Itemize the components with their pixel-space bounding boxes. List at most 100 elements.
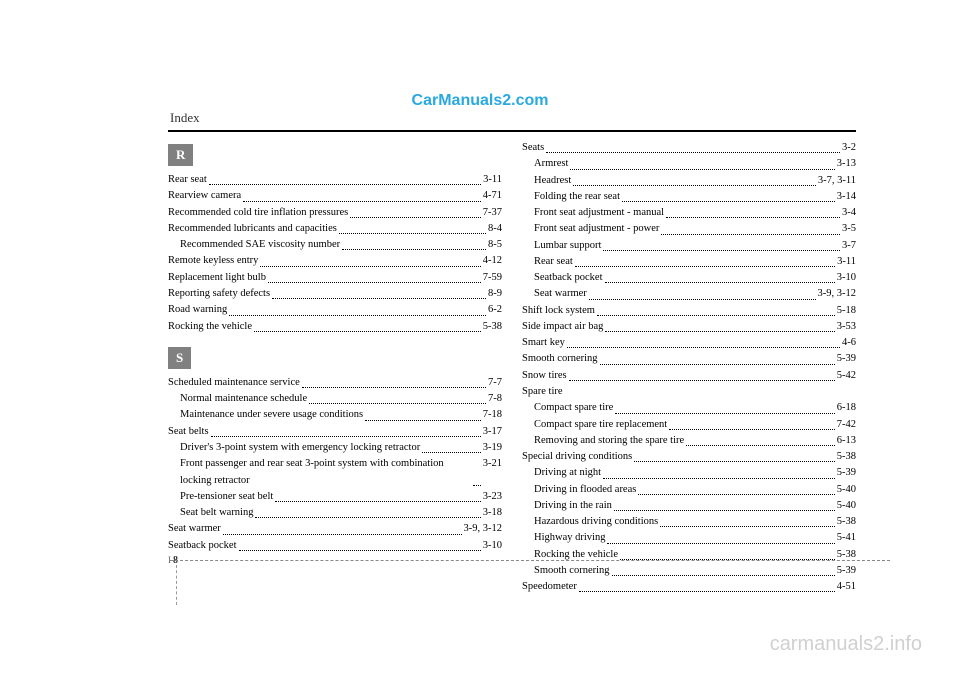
header-rule [168,130,856,132]
entry-dots [342,237,486,250]
index-entry: Spare tire [522,384,856,400]
index-entry: Smooth cornering 5-39 [522,351,856,367]
entry-page: 5-18 [837,303,856,319]
index-entry: Smart key4-6 [522,335,856,351]
entry-dots [589,286,816,299]
entry-dots [239,538,481,551]
index-entry: Seatback pocket 3-10 [168,538,502,554]
entry-label: Highway driving [534,530,605,546]
entry-label: Special driving conditions [522,449,632,465]
entry-label: Rearview camera [168,188,241,204]
entry-dots [579,579,835,592]
entry-dots [302,375,486,388]
entry-page: 3-14 [837,189,856,205]
entry-dots [614,498,835,511]
entry-page: 3-9, 3-12 [818,286,857,302]
entry-page: 8-9 [488,286,502,302]
entry-label: Remote keyless entry [168,253,258,269]
entry-label: Hazardous driving conditions [534,514,658,530]
entry-label: Smart key [522,335,565,351]
left-column: RRear seat3-11Rearview camera4-71Recomme… [168,140,502,595]
entry-page: 3-10 [483,538,502,554]
entry-dots [223,521,462,534]
entry-page: 5-42 [837,368,856,384]
entry-page: 5-39 [837,351,856,367]
entry-page: 3-7, 3-11 [818,173,856,189]
entry-page: 4-12 [483,253,502,269]
entry-page: 3-11 [837,254,856,270]
entry-label: Rocking the vehicle [168,319,252,335]
entry-label: Front passenger and rear seat 3-point sy… [180,456,471,489]
entry-dots [605,270,835,283]
entry-dots [666,205,840,218]
entry-label: Recommended cold tire inflation pressure… [168,205,348,221]
index-entry: Driving in flooded areas5-40 [522,482,856,498]
index-columns: RRear seat3-11Rearview camera4-71Recomme… [168,140,856,595]
section-letter-r: R [168,144,193,166]
index-entry: Headrest 3-7, 3-11 [522,173,856,189]
entry-label: Seats [522,140,544,156]
entry-page: 5-40 [837,498,856,514]
entry-label: Seat belt warning [180,505,253,521]
index-entry: Seats 3-2 [522,140,856,156]
entry-dots [661,221,840,234]
index-entry: Front seat adjustment - power3-5 [522,221,856,237]
entry-label: Smooth cornering [534,563,610,579]
index-entry: Rear seat3-11 [522,254,856,270]
entry-label: Speedometer [522,579,577,595]
entry-dots [605,319,834,332]
entry-dots [255,505,480,518]
entry-dots [268,270,481,283]
index-entry: Rocking the vehicle5-38 [168,319,502,335]
entry-page: 3-7 [842,238,856,254]
entry-page: 3-2 [842,140,856,156]
entry-dots [669,417,835,430]
index-entry: Front seat adjustment - manual3-4 [522,205,856,221]
entry-label: Side impact air bag [522,319,603,335]
entry-label: Headrest [534,173,571,189]
entry-dots [569,368,835,381]
entry-label: Seat belts [168,424,209,440]
entry-page: 3-13 [837,156,856,172]
entry-page: 5-40 [837,482,856,498]
entry-dots [243,188,481,201]
index-entry: Driving in the rain5-40 [522,498,856,514]
index-entry: Recommended SAE viscosity number8-5 [168,237,502,253]
index-entry: Side impact air bag3-53 [522,319,856,335]
index-entry: Recommended lubricants and capacities8-4 [168,221,502,237]
entry-page: 5-38 [837,449,856,465]
entry-dots [422,440,481,453]
entry-dots [309,391,486,404]
index-entry: Highway driving5-41 [522,530,856,546]
entry-dots [567,335,840,348]
entry-page: 4-51 [837,579,856,595]
index-entry: Seat warmer3-9, 3-12 [168,521,502,537]
entry-label: Maintenance under severe usage condition… [180,407,363,423]
entry-dots [603,465,835,478]
entry-dots [638,482,834,495]
entry-label: Scheduled maintenance service [168,375,300,391]
entry-dots [615,400,834,413]
entry-label: Rear seat [168,172,207,188]
entry-page: 6-2 [488,302,502,318]
entry-dots [546,140,840,153]
index-entry: Maintenance under severe usage condition… [168,407,502,423]
entry-page: 5-38 [837,514,856,530]
entry-dots [597,303,835,316]
entry-page: 3-21 [483,456,502,489]
entry-dots [473,456,481,486]
index-entry: Seatback pocket3-10 [522,270,856,286]
index-entry: Road warning6-2 [168,302,502,318]
entry-label: Smooth cornering [522,351,598,367]
entry-dots [607,530,834,543]
entry-label: Seatback pocket [168,538,237,554]
index-entry: Recommended cold tire inflation pressure… [168,205,502,221]
entry-label: Lumbar support [534,238,601,254]
entry-dots [573,173,816,186]
entry-label: Seatback pocket [534,270,603,286]
entry-label: Pre-tensioner seat belt [180,489,273,505]
entry-dots [620,547,835,560]
entry-dots [275,489,480,502]
entry-label: Folding the rear seat [534,189,620,205]
entry-page: 7-37 [483,205,502,221]
